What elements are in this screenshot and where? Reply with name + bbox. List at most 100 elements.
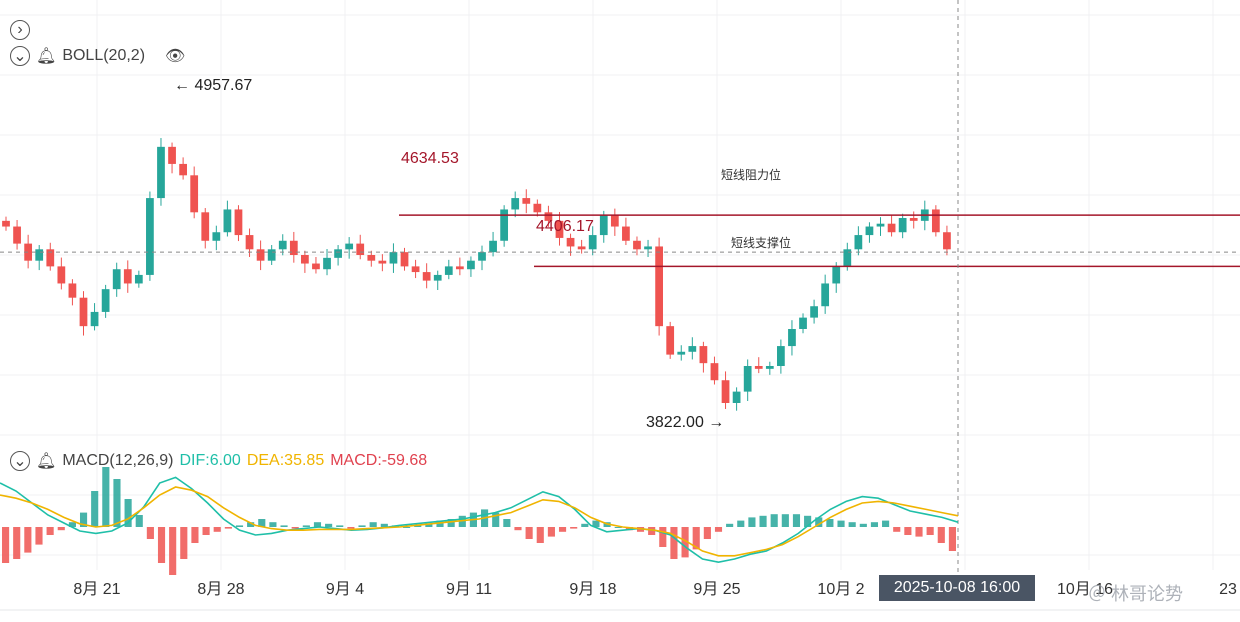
candle-body	[101, 289, 110, 312]
candle-body	[312, 263, 320, 270]
candle-body	[555, 220, 564, 238]
macd-hist-bar	[235, 525, 244, 527]
candle-body	[610, 215, 619, 227]
candles	[2, 138, 951, 411]
candle-body	[455, 266, 464, 270]
macd-dif-line	[0, 476, 959, 564]
candle-body	[134, 274, 143, 284]
macd-hist-bar	[514, 527, 522, 531]
macd-hist-bar	[336, 525, 344, 527]
x-tick-label: 9月 11	[446, 581, 492, 598]
candle-body	[644, 246, 652, 250]
candle-body	[345, 243, 354, 250]
candle-body	[677, 351, 686, 355]
macd-hist-bar	[57, 527, 65, 531]
candle-body	[721, 380, 730, 403]
macd-hist-bar	[35, 527, 43, 545]
candle-body	[622, 226, 630, 241]
eye-off-icon[interactable]: 👁︎	[165, 48, 186, 65]
macd-hist-bar	[525, 527, 533, 539]
macd-hist-bar	[180, 527, 188, 559]
candle-body	[168, 146, 176, 164]
macd-hist-bar	[2, 527, 10, 563]
macd-hist-bar	[737, 520, 745, 527]
macd-hist-bar	[425, 523, 433, 527]
macd-hist-bar	[369, 522, 377, 527]
candle-body	[467, 260, 475, 270]
macd-hist-bar	[224, 527, 232, 529]
macd-hist-bar	[313, 522, 322, 527]
candle-body	[876, 223, 885, 227]
macd-hist-bar	[592, 520, 600, 527]
candle-body	[356, 243, 365, 255]
macd-hist-bar	[792, 514, 801, 527]
macd-hist-bar	[815, 517, 823, 527]
candle-body	[323, 257, 331, 270]
candle-body	[810, 306, 818, 318]
candle-body	[754, 366, 763, 369]
candle-body	[35, 249, 44, 261]
candle-body	[588, 235, 597, 250]
candle-body	[821, 283, 830, 307]
macd-hist-bar	[436, 520, 444, 527]
x-tick-label: 23	[1219, 581, 1237, 598]
macd-hist-bar	[302, 525, 310, 527]
macd-hist-bar	[503, 519, 511, 527]
macd-hist-bar	[46, 527, 54, 535]
candle-body	[444, 266, 453, 275]
macd-hist-bar	[937, 527, 945, 543]
macd-hist-bar	[113, 479, 121, 527]
watermark: ＠ 林哥论势	[1088, 584, 1184, 604]
macd-hist-bar	[258, 519, 266, 527]
candle-body	[511, 198, 520, 210]
candle-body	[544, 212, 553, 221]
chevron-down-icon[interactable]: ⌄	[10, 451, 30, 471]
candle-body	[179, 163, 187, 176]
candle-body	[943, 232, 951, 250]
x-tick-label: 9月 4	[326, 581, 364, 598]
macd-hist-bar	[414, 525, 422, 527]
macd-dea-line	[0, 486, 959, 557]
x-tick-label: 9月 25	[693, 581, 740, 598]
macd-hist-bar	[202, 527, 210, 535]
candle-body	[777, 346, 785, 366]
arrow-right-icon: →	[708, 414, 725, 431]
resistance-label: 短线阻力位	[721, 168, 782, 182]
macd-hist-bar	[135, 515, 143, 527]
candle-body	[732, 391, 741, 403]
macd-hist-bar	[102, 467, 110, 527]
boll-label: BOLL(20,2)	[62, 47, 146, 64]
x-tick-label: 8月 21	[73, 581, 120, 598]
macd-hist-value: MACD:-59.68	[330, 452, 428, 469]
candle-body	[389, 252, 398, 264]
bell-icon[interactable]: 🔔︎	[36, 48, 57, 65]
macd-label: MACD(12,26,9)	[62, 452, 174, 469]
bell-icon[interactable]: 🔔︎	[36, 453, 57, 470]
macd-hist-bar	[91, 491, 99, 527]
x-tick-label: 10月 2	[817, 581, 864, 598]
macd-hist-bar	[558, 527, 567, 532]
crosshair-date-badge: 2025-10-08 16:00	[879, 575, 1035, 601]
macd-hist-bar	[157, 527, 166, 563]
macd-header: ⌄ 🔔︎ MACD(12,26,9) DIF:6.00 DEA:35.85 MA…	[10, 451, 427, 471]
candle-body	[112, 269, 121, 290]
candle-body	[566, 237, 575, 247]
macd-hist-bar	[213, 527, 221, 532]
candle-body	[788, 329, 796, 347]
chevron-down-icon[interactable]: ⌄	[10, 46, 30, 66]
collapse-row: ›	[10, 20, 30, 40]
candle-body	[433, 274, 442, 281]
macd-hist-bar	[581, 523, 589, 527]
macd-hist-bar	[915, 527, 923, 537]
candle-body	[489, 240, 497, 253]
expand-icon[interactable]: ›	[10, 20, 30, 40]
candle-body	[334, 249, 342, 258]
macd-hist-bar	[325, 523, 333, 527]
candle-body	[123, 269, 132, 284]
candle-body	[289, 240, 298, 255]
x-tick-label: 10月 16	[1057, 581, 1113, 598]
macd-hist-bar	[714, 527, 723, 532]
macd-hist-bar	[848, 522, 856, 527]
